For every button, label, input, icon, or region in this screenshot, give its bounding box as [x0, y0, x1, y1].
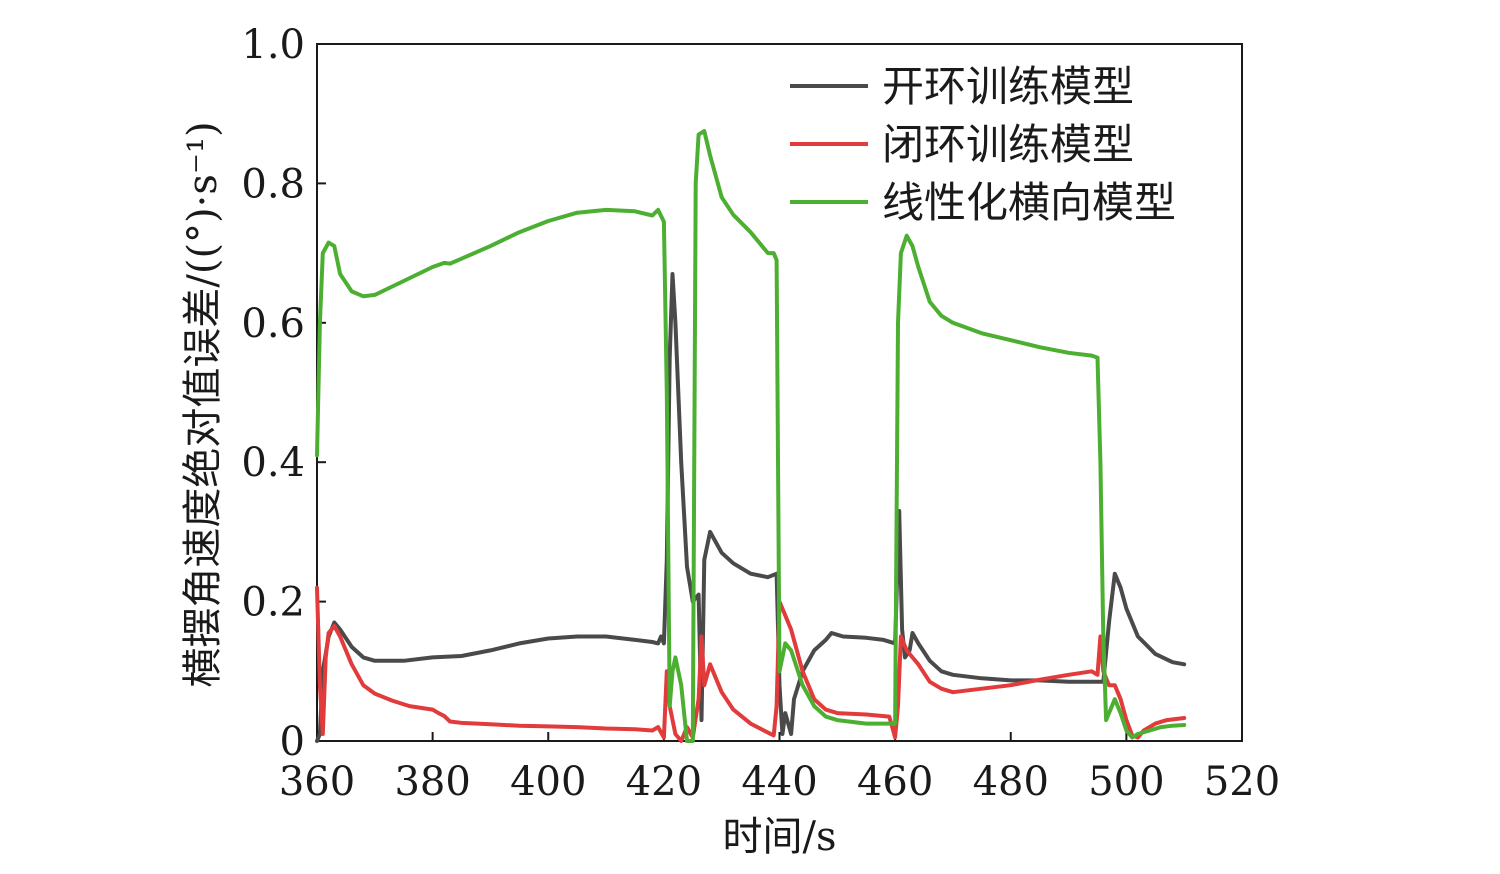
legend-label-2: 闭环训练模型	[882, 120, 1134, 169]
legend-label-3: 线性化横向模型	[882, 178, 1176, 227]
x-tick-label: 440	[741, 759, 817, 805]
legend-label-1: 开环训练模型	[882, 62, 1134, 111]
x-tick-label: 480	[973, 759, 1049, 805]
ticks: 360 380 400 420 440 460 480 500 520 0 0.2 0.4 0.6 0.8…	[241, 22, 1280, 805]
x-tick-label: 420	[626, 759, 702, 805]
series-lines	[315, 129, 1187, 743]
series-line-2	[315, 585, 1187, 743]
x-tick-label: 460	[857, 759, 933, 805]
y-tick-label: 0.4	[241, 440, 305, 486]
x-tick-label: 360	[279, 759, 355, 805]
x-axis-title: 时间/s	[722, 814, 836, 860]
axis-titles: 时间/s 横摆角速度绝对值误差/((°)·s⁻¹)	[180, 121, 837, 860]
y-axis-title: 横摆角速度绝对值误差/((°)·s⁻¹)	[180, 121, 226, 687]
y-tick-label: 0.8	[241, 161, 305, 207]
x-tick-label: 380	[394, 759, 470, 805]
x-tick-label: 520	[1204, 759, 1280, 805]
series-line-1	[315, 272, 1187, 743]
y-tick-label: 1.0	[241, 22, 305, 68]
x-tick-label: 500	[1088, 759, 1164, 805]
y-tick-label: 0.6	[241, 301, 305, 347]
x-tick-label: 400	[510, 759, 586, 805]
series-line-3	[315, 129, 1187, 743]
y-tick-label: 0.2	[241, 580, 305, 626]
y-tick-label: 0	[280, 719, 305, 765]
